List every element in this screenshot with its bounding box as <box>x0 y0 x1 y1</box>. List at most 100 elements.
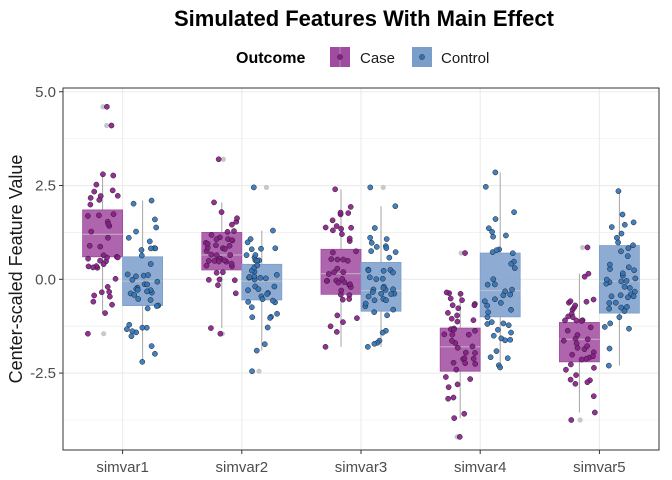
data-point-control <box>492 216 499 222</box>
data-point-case <box>221 257 228 264</box>
data-point-control <box>484 302 490 309</box>
data-point-control <box>371 309 378 316</box>
data-point-case <box>445 310 451 316</box>
data-point-control <box>390 286 396 293</box>
data-point-case <box>449 302 456 309</box>
data-point-case <box>333 329 340 335</box>
data-point-case <box>591 409 598 416</box>
data-point-control <box>492 281 498 288</box>
data-point-control <box>497 300 504 306</box>
data-point-control <box>503 232 509 239</box>
data-point-case <box>205 257 212 264</box>
data-point-case <box>461 355 468 362</box>
data-point-case <box>564 327 571 334</box>
data-point-case <box>584 336 591 343</box>
data-point-control <box>152 216 158 223</box>
data-point-control <box>267 315 273 321</box>
data-point-case <box>454 344 461 351</box>
data-point-case <box>97 243 104 250</box>
data-point-control <box>390 269 396 276</box>
data-point-control <box>616 314 623 320</box>
data-point-control <box>487 354 494 361</box>
data-point-control <box>270 227 276 234</box>
data-point-control <box>625 264 632 271</box>
data-point-case <box>562 317 568 324</box>
data-point-control <box>619 211 626 218</box>
data-point-control <box>366 274 373 281</box>
data-point-case <box>91 188 98 195</box>
data-point-case <box>100 252 107 259</box>
data-point-control <box>380 267 387 274</box>
data-point-case <box>451 415 458 421</box>
data-point-control <box>139 358 146 365</box>
data-point-control <box>621 221 628 228</box>
legend-label-control: Control <box>441 50 489 67</box>
data-point-case <box>322 343 329 350</box>
data-point-case <box>329 217 336 224</box>
data-point-control <box>145 272 151 278</box>
data-point-case <box>96 212 102 219</box>
data-point-case <box>335 279 342 286</box>
outlier-point <box>263 184 270 191</box>
data-point-control <box>365 293 372 300</box>
data-point-case <box>573 317 580 324</box>
data-point-control <box>607 320 614 327</box>
data-point-control <box>619 270 626 277</box>
data-point-control <box>482 183 489 190</box>
data-point-case <box>472 361 479 367</box>
data-point-control <box>612 299 619 306</box>
data-point-control <box>243 252 250 258</box>
outlier-point <box>577 417 583 423</box>
data-point-control <box>124 326 130 333</box>
y-tick-label: 5.0 <box>35 84 56 101</box>
data-point-case <box>322 224 329 231</box>
data-point-case <box>114 192 121 199</box>
data-point-control <box>630 293 637 300</box>
data-point-case <box>332 186 338 193</box>
data-point-control <box>134 286 141 293</box>
data-point-control <box>373 244 380 250</box>
data-point-control <box>371 340 378 347</box>
data-point-case <box>461 410 468 417</box>
data-point-control <box>126 321 133 328</box>
outlier-point <box>256 368 262 374</box>
data-point-case <box>218 209 225 215</box>
data-point-control <box>623 278 630 284</box>
data-point-case <box>455 305 462 312</box>
data-point-case <box>216 276 223 283</box>
data-point-control <box>386 254 393 261</box>
data-point-case <box>572 302 579 309</box>
data-point-control <box>146 238 153 245</box>
data-point-case <box>443 374 449 380</box>
data-point-case <box>325 271 332 277</box>
data-point-control <box>625 245 632 252</box>
data-point-control <box>624 253 631 259</box>
data-point-case <box>454 312 460 319</box>
data-point-control <box>380 285 387 291</box>
data-point-case <box>354 315 360 321</box>
data-point-case <box>591 365 597 371</box>
y-tick-label: -2.5 <box>30 365 56 382</box>
x-tick-label: simvar2 <box>216 459 269 476</box>
data-point-control <box>492 296 498 303</box>
data-point-case <box>208 251 215 258</box>
data-point-control <box>362 300 369 307</box>
data-point-case <box>215 282 221 288</box>
data-point-case <box>472 350 478 356</box>
box-control-simvar3 <box>360 184 402 347</box>
data-point-control <box>481 298 488 305</box>
data-point-control <box>507 291 514 298</box>
data-point-case <box>340 269 347 275</box>
data-point-case <box>573 340 580 347</box>
data-point-control <box>259 296 266 303</box>
data-point-control <box>367 234 373 241</box>
data-point-control <box>384 312 390 319</box>
x-tick-label: simvar3 <box>335 459 388 476</box>
data-point-control <box>613 234 620 241</box>
data-point-case <box>456 434 463 440</box>
data-point-control <box>253 347 260 354</box>
data-point-control <box>371 297 378 304</box>
data-point-case <box>443 289 450 296</box>
data-point-control <box>490 332 497 339</box>
data-point-control <box>500 320 507 327</box>
